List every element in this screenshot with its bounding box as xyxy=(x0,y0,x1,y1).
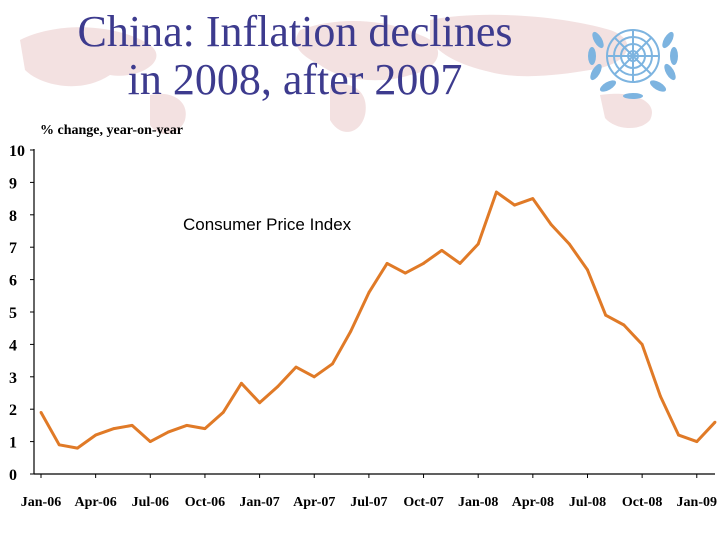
x-tick-label-apr-06: Apr-06 xyxy=(75,495,117,510)
slide-title-line-1: China: Inflation declines xyxy=(77,7,513,56)
data-point-mar-08 xyxy=(513,203,516,207)
x-tick-label-jan-09: Jan-09 xyxy=(677,495,717,510)
data-point-jan-07 xyxy=(258,401,261,405)
data-point-feb-07 xyxy=(276,385,280,388)
data-point-sep-07 xyxy=(403,271,407,275)
data-point-may-08 xyxy=(549,223,553,226)
slide-title-line-2: in 2008, after 2007 xyxy=(127,55,463,104)
y-tick-label-8: 8 xyxy=(9,208,17,225)
data-point-dec-06 xyxy=(240,381,243,385)
x-tick-label-jan-08: Jan-08 xyxy=(458,495,498,510)
y-tick-label-2: 2 xyxy=(9,402,17,419)
x-tick-label-jul-07: Jul-07 xyxy=(350,495,387,510)
data-point-aug-07 xyxy=(385,262,389,265)
x-tick-label-oct-08: Oct-08 xyxy=(622,495,662,510)
x-tick-label-oct-06: Oct-06 xyxy=(185,495,225,510)
data-point-jun-08 xyxy=(567,242,571,246)
data-point-dec-07 xyxy=(458,262,462,265)
x-tick-label-jul-08: Jul-08 xyxy=(569,495,606,510)
world-map-background xyxy=(20,14,652,135)
data-point-mar-07 xyxy=(294,365,298,369)
data-point-dec-08 xyxy=(677,433,680,437)
data-point-apr-08 xyxy=(531,197,535,201)
y-tick-label-5: 5 xyxy=(9,305,17,322)
x-tick-label-jan-07: Jan-07 xyxy=(239,495,279,510)
data-point-jun-06 xyxy=(130,424,134,427)
y-tick-label-3: 3 xyxy=(9,370,17,387)
x-tick-label-apr-08: Apr-08 xyxy=(512,495,554,510)
data-point-may-07 xyxy=(331,362,334,366)
data-point-nov-07 xyxy=(440,249,444,252)
data-point-feb-06 xyxy=(57,443,61,447)
data-point-jan-08 xyxy=(476,242,480,246)
y-tick-label-7: 7 xyxy=(9,240,17,257)
slide-title: China: Inflation declines in 2008, after… xyxy=(0,8,590,104)
data-point-aug-06 xyxy=(167,430,170,434)
y-tick-label-4: 4 xyxy=(9,337,17,354)
data-point-oct-08 xyxy=(640,343,644,346)
y-tick-label-9: 9 xyxy=(9,175,17,192)
data-point-jul-06 xyxy=(148,440,152,443)
y-tick-label-6: 6 xyxy=(9,273,17,290)
y-axis-unit-label: % change, year-on-year xyxy=(40,123,183,138)
data-point-apr-07 xyxy=(312,375,316,379)
data-point-feb-08 xyxy=(495,190,498,194)
data-point-oct-06 xyxy=(203,427,207,430)
data-point-mar-06 xyxy=(76,446,79,450)
data-point-nov-06 xyxy=(221,411,225,414)
x-tick-label-oct-07: Oct-07 xyxy=(403,495,443,510)
x-tick-label-jan-06: Jan-06 xyxy=(21,495,61,510)
data-point-jan-09 xyxy=(695,440,699,443)
data-point-aug-08 xyxy=(604,313,608,317)
data-point-nov-08 xyxy=(659,394,662,398)
data-point-sep-06 xyxy=(185,424,189,427)
data-point-jan-06 xyxy=(39,411,43,414)
y-tick-label-10: 10 xyxy=(9,143,25,160)
data-point-may-06 xyxy=(112,427,116,430)
data-point-jul-07 xyxy=(367,291,371,294)
x-tick-label-jul-06: Jul-06 xyxy=(132,495,169,510)
y-tick-label-1: 1 xyxy=(9,435,17,452)
un-emblem-icon xyxy=(588,29,678,99)
data-point-jun-07 xyxy=(349,330,353,333)
y-tick-label-0: 0 xyxy=(9,467,17,484)
data-point-oct-07 xyxy=(422,262,425,265)
data-point-feb-09 xyxy=(713,420,717,424)
data-point-sep-08 xyxy=(622,323,626,327)
series-label-consumer-price-index: Consumer Price Index xyxy=(183,215,352,234)
x-tick-label-apr-07: Apr-07 xyxy=(293,495,335,510)
data-point-apr-06 xyxy=(94,433,97,437)
data-point-jul-08 xyxy=(586,268,589,272)
series-line-consumer-price-index xyxy=(39,190,717,450)
